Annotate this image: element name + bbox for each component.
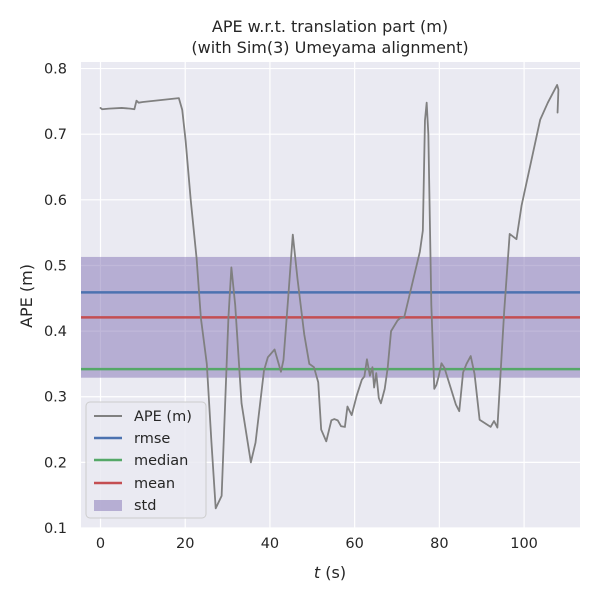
legend-label-median: median xyxy=(134,453,188,469)
ape-series-line xyxy=(99,84,560,510)
x-axis-label-symbol: t xyxy=(314,563,321,582)
y-tick-label: 0.6 xyxy=(44,193,67,209)
y-tick-label: 0.2 xyxy=(44,455,67,471)
reference-lines xyxy=(81,291,580,371)
legend-swatch-std xyxy=(94,500,122,511)
legend-label-mean: mean xyxy=(134,476,175,492)
x-tick-label: 40 xyxy=(261,536,279,552)
legend: APE (m) rmse median mean std xyxy=(85,401,207,519)
series-layer xyxy=(99,84,560,510)
x-axis-label: t (s) xyxy=(314,563,346,582)
x-tick-label: 0 xyxy=(96,536,105,552)
y-axis-label: APE (m) xyxy=(17,264,36,328)
legend-label-std: std xyxy=(134,498,156,514)
chart-subtitle: (with Sim(3) Umeyama alignment) xyxy=(191,38,468,57)
legend-label-rmse: rmse xyxy=(134,431,170,447)
legend-frame xyxy=(85,401,207,519)
y-tick-label: 0.4 xyxy=(44,324,67,340)
x-axis-label-unit: (s) xyxy=(320,563,346,582)
y-tick-label: 0.3 xyxy=(44,390,67,406)
y-tick-label: 0.8 xyxy=(44,62,67,78)
y-tick-label: 0.5 xyxy=(44,258,67,274)
chart-title: APE w.r.t. translation part (m) xyxy=(212,17,448,36)
tick-labels: 0 20 40 60 80 100 0.1 0.2 0.3 0.4 0.5 0.6 0.7 0.8 xyxy=(44,62,538,552)
y-tick-label: 0.1 xyxy=(44,521,67,537)
x-tick-label: 100 xyxy=(510,536,538,552)
legend-label-ape: APE (m) xyxy=(134,409,192,425)
x-tick-label: 60 xyxy=(345,536,363,552)
y-tick-label: 0.7 xyxy=(44,127,67,143)
x-tick-label: 20 xyxy=(176,536,194,552)
x-tick-label: 80 xyxy=(430,536,448,552)
